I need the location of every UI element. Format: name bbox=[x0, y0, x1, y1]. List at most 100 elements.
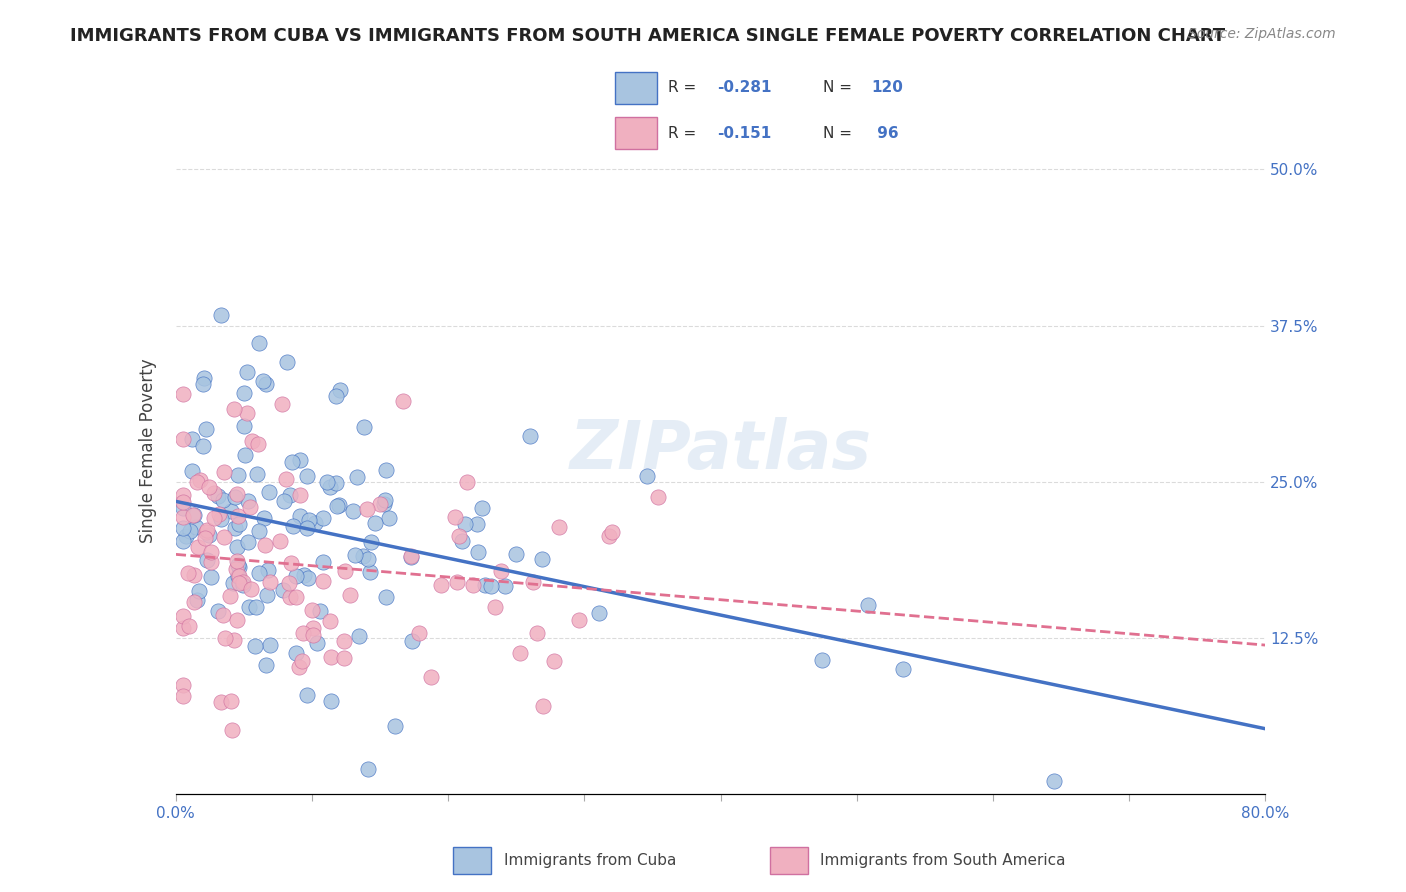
Point bbox=[256, 588, 278, 602]
Point bbox=[333, 634, 356, 648]
Point bbox=[177, 566, 200, 580]
Point bbox=[221, 575, 243, 590]
Point bbox=[312, 574, 335, 588]
Point bbox=[288, 508, 311, 523]
Point bbox=[202, 486, 225, 500]
Point bbox=[245, 599, 267, 614]
Point bbox=[519, 429, 541, 443]
Point bbox=[489, 564, 512, 578]
Bar bbox=[616, 72, 657, 103]
Point bbox=[344, 549, 367, 563]
Point bbox=[194, 524, 217, 539]
Point bbox=[233, 386, 256, 401]
Point bbox=[181, 508, 204, 522]
Point bbox=[183, 595, 205, 609]
Point bbox=[194, 531, 217, 545]
Point bbox=[505, 547, 527, 561]
Point bbox=[183, 508, 205, 523]
Point bbox=[281, 455, 304, 469]
Point bbox=[271, 582, 294, 597]
Point bbox=[329, 383, 352, 397]
Point bbox=[446, 575, 468, 590]
Point bbox=[224, 402, 246, 417]
Point bbox=[318, 614, 340, 628]
Point bbox=[197, 528, 219, 542]
Point bbox=[239, 500, 262, 515]
Point bbox=[207, 489, 229, 503]
Point bbox=[208, 507, 231, 521]
Point bbox=[374, 492, 396, 507]
Point bbox=[236, 406, 259, 420]
Point bbox=[254, 538, 277, 552]
Point bbox=[463, 578, 485, 592]
Point bbox=[233, 448, 256, 462]
Point bbox=[378, 511, 401, 525]
Point bbox=[288, 659, 311, 673]
Point bbox=[359, 565, 381, 579]
Point bbox=[392, 394, 415, 409]
Point bbox=[187, 583, 209, 598]
Point bbox=[224, 521, 246, 535]
Point bbox=[252, 375, 274, 389]
Point bbox=[285, 568, 308, 582]
Point bbox=[305, 636, 328, 650]
Point bbox=[893, 662, 915, 676]
Text: N =: N = bbox=[823, 126, 856, 141]
Point bbox=[240, 434, 263, 448]
Point bbox=[232, 578, 254, 592]
Point bbox=[212, 607, 235, 622]
Point bbox=[1043, 774, 1066, 789]
Point bbox=[172, 501, 194, 516]
Point bbox=[219, 504, 242, 518]
Point bbox=[600, 524, 623, 539]
Point bbox=[209, 512, 232, 526]
Point bbox=[526, 626, 548, 640]
Point bbox=[209, 695, 232, 709]
Point bbox=[236, 534, 259, 549]
Point bbox=[259, 574, 281, 589]
Point bbox=[297, 571, 319, 585]
Point bbox=[276, 472, 298, 486]
Point bbox=[224, 632, 246, 647]
Point bbox=[226, 614, 249, 628]
Point bbox=[295, 521, 318, 535]
Point bbox=[357, 551, 380, 566]
Point bbox=[467, 545, 489, 559]
Text: Source: ZipAtlas.com: Source: ZipAtlas.com bbox=[1188, 27, 1336, 41]
Point bbox=[172, 488, 194, 502]
Text: 120: 120 bbox=[872, 80, 904, 95]
Point bbox=[309, 604, 332, 618]
Point bbox=[297, 469, 319, 483]
Point bbox=[183, 568, 205, 582]
Point bbox=[247, 566, 270, 581]
Point bbox=[368, 497, 391, 511]
Point bbox=[188, 473, 211, 487]
Point bbox=[325, 389, 347, 403]
Point bbox=[172, 432, 194, 446]
Point bbox=[301, 621, 323, 635]
Point bbox=[548, 520, 571, 534]
Point bbox=[259, 638, 281, 652]
Point bbox=[373, 497, 395, 511]
Point bbox=[226, 467, 249, 482]
Point bbox=[195, 523, 218, 537]
Point bbox=[364, 516, 387, 530]
Point bbox=[333, 650, 356, 665]
Point bbox=[226, 540, 249, 554]
Point bbox=[177, 618, 200, 632]
Point bbox=[339, 588, 361, 602]
Point bbox=[212, 492, 235, 507]
Point bbox=[301, 603, 323, 617]
Point bbox=[399, 549, 422, 564]
Point bbox=[319, 694, 342, 708]
Point bbox=[179, 524, 201, 539]
Point bbox=[172, 690, 194, 704]
Point bbox=[174, 529, 197, 543]
Point bbox=[408, 626, 430, 640]
Point bbox=[253, 511, 276, 525]
Point bbox=[530, 552, 553, 566]
Point bbox=[198, 480, 221, 494]
Point bbox=[333, 564, 356, 578]
Point bbox=[288, 452, 311, 467]
Point bbox=[270, 397, 292, 411]
